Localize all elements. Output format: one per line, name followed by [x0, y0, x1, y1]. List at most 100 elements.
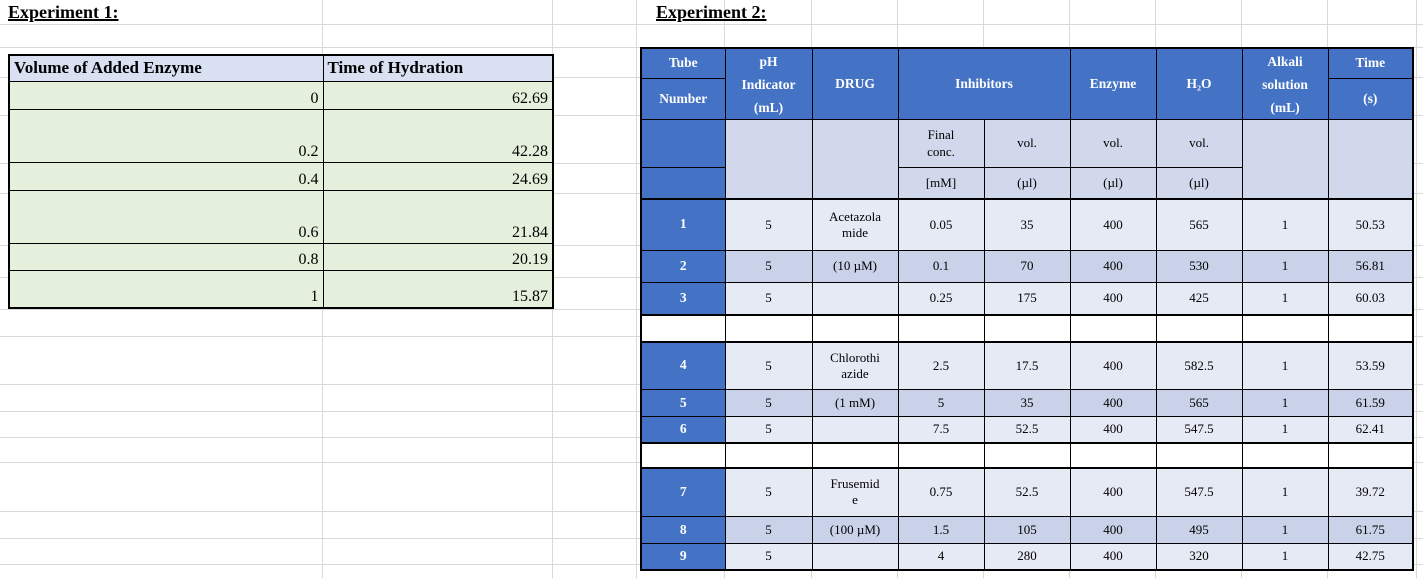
inhibitor-volume-cell[interactable]: 17.5: [983, 341, 1071, 390]
alkali-solution-cell[interactable]: 1: [1241, 516, 1329, 544]
tube-number-cell[interactable]: 6: [640, 416, 726, 443]
alkali-solution-cell[interactable]: 1: [1241, 543, 1329, 570]
empty-spacer-cell[interactable]: [1155, 313, 1243, 343]
inhibitor-volume-cell[interactable]: 52.5: [983, 416, 1071, 443]
empty-spacer-cell[interactable]: [1069, 313, 1157, 343]
empty-spacer-cell[interactable]: [1327, 313, 1414, 343]
time-cell[interactable]: 56.81: [1327, 250, 1414, 283]
subheader-final-conc[interactable]: Final conc.: [897, 119, 985, 168]
tube-column-blank-cell[interactable]: [640, 167, 726, 199]
alkali-solution-cell[interactable]: 1: [1241, 416, 1329, 443]
exp1-volume-cell[interactable]: 0.2: [8, 108, 324, 163]
exp1-time-cell[interactable]: 24.69: [322, 161, 554, 191]
inhibitor-volume-cell[interactable]: 70: [983, 250, 1071, 283]
empty-spacer-cell[interactable]: [811, 313, 899, 343]
final-conc-cell[interactable]: 4: [897, 543, 985, 570]
enzyme-volume-cell[interactable]: 400: [1069, 282, 1157, 315]
final-conc-cell[interactable]: 5: [897, 389, 985, 417]
final-conc-cell[interactable]: 1.5: [897, 516, 985, 544]
drug-cell[interactable]: (1 mM): [811, 389, 899, 417]
empty-spacer-cell[interactable]: [1241, 441, 1329, 469]
enzyme-volume-cell[interactable]: 400: [1069, 250, 1157, 283]
h2o-volume-cell[interactable]: 320: [1155, 543, 1243, 570]
ph-indicator-cell[interactable]: 5: [724, 516, 813, 544]
alkali-solution-cell[interactable]: 1: [1241, 467, 1329, 517]
enzyme-volume-cell[interactable]: 400: [1069, 543, 1157, 570]
empty-spacer-cell[interactable]: [1241, 313, 1329, 343]
exp1-time-cell[interactable]: 21.84: [322, 189, 554, 244]
h2o-volume-cell[interactable]: 547.5: [1155, 416, 1243, 443]
final-conc-cell[interactable]: 0.1: [897, 250, 985, 283]
empty-spacer-cell[interactable]: [897, 313, 985, 343]
empty-spacer-cell[interactable]: [1155, 441, 1243, 469]
exp1-header-time[interactable]: Time of Hydration: [322, 54, 554, 82]
subheader-vol-unit[interactable]: (µl): [983, 167, 1071, 199]
empty-spacer-cell[interactable]: [1069, 441, 1157, 469]
inhibitor-volume-cell[interactable]: 52.5: [983, 467, 1071, 517]
time-cell[interactable]: 61.75: [1327, 516, 1414, 544]
final-conc-cell[interactable]: 0.75: [897, 467, 985, 517]
time-cell[interactable]: 62.41: [1327, 416, 1414, 443]
enzyme-volume-cell[interactable]: 400: [1069, 197, 1157, 251]
alkali-solution-cell[interactable]: 1: [1241, 389, 1329, 417]
ph-indicator-cell[interactable]: 5: [724, 341, 813, 390]
ph-indicator-cell[interactable]: 5: [724, 389, 813, 417]
h2o-volume-cell[interactable]: 547.5: [1155, 467, 1243, 517]
time-cell[interactable]: 53.59: [1327, 341, 1414, 390]
h2o-volume-cell[interactable]: 565: [1155, 389, 1243, 417]
h2o-volume-cell[interactable]: 565: [1155, 197, 1243, 251]
inhibitor-volume-cell[interactable]: 35: [983, 389, 1071, 417]
drug-cell[interactable]: [811, 282, 899, 315]
empty-spacer-cell[interactable]: [640, 313, 726, 343]
exp1-volume-cell[interactable]: 0.4: [8, 161, 324, 191]
alkali-solution-cell[interactable]: 1: [1241, 282, 1329, 315]
alkali-solution-cell[interactable]: 1: [1241, 250, 1329, 283]
subheader-enzyme-vol[interactable]: vol.: [1069, 119, 1157, 168]
exp1-time-cell[interactable]: 15.87: [322, 269, 554, 309]
drug-cell[interactable]: Acetazola mide: [811, 197, 899, 251]
exp1-volume-cell[interactable]: 0: [8, 80, 324, 110]
enzyme-volume-cell[interactable]: 400: [1069, 341, 1157, 390]
h2o-volume-cell[interactable]: 495: [1155, 516, 1243, 544]
empty-spacer-cell[interactable]: [811, 441, 899, 469]
empty-spacer-cell[interactable]: [983, 313, 1071, 343]
subheader-blank-drug-cell[interactable]: [811, 119, 899, 199]
time-cell[interactable]: 50.53: [1327, 197, 1414, 251]
ph-indicator-cell[interactable]: 5: [724, 543, 813, 570]
subheader-blank-time-cell[interactable]: [1327, 119, 1414, 199]
time-cell[interactable]: 39.72: [1327, 467, 1414, 517]
enzyme-volume-cell[interactable]: 400: [1069, 389, 1157, 417]
empty-spacer-cell[interactable]: [640, 441, 726, 469]
exp2-header-time-unit[interactable]: (s): [1327, 78, 1414, 120]
alkali-solution-cell[interactable]: 1: [1241, 341, 1329, 390]
drug-cell[interactable]: (10 µM): [811, 250, 899, 283]
enzyme-volume-cell[interactable]: 400: [1069, 416, 1157, 443]
subheader-blank-alkali-cell[interactable]: [1241, 119, 1329, 199]
exp2-header-tube[interactable]: Tube: [640, 47, 726, 80]
final-conc-cell[interactable]: 0.25: [897, 282, 985, 315]
empty-spacer-cell[interactable]: [724, 313, 813, 343]
h2o-volume-cell[interactable]: 530: [1155, 250, 1243, 283]
inhibitor-volume-cell[interactable]: 105: [983, 516, 1071, 544]
exp1-time-cell[interactable]: 20.19: [322, 242, 554, 271]
exp1-volume-cell[interactable]: 0.6: [8, 189, 324, 244]
subheader-final-conc-unit[interactable]: [mM]: [897, 167, 985, 199]
time-cell[interactable]: 60.03: [1327, 282, 1414, 315]
exp1-volume-cell[interactable]: 0.8: [8, 242, 324, 271]
exp1-header-volume[interactable]: Volume of Added Enzyme: [8, 54, 324, 82]
ph-indicator-cell[interactable]: 5: [724, 467, 813, 517]
empty-spacer-cell[interactable]: [983, 441, 1071, 469]
empty-spacer-cell[interactable]: [897, 441, 985, 469]
exp2-header-h2o[interactable]: H₂O: [1155, 47, 1243, 120]
tube-number-cell[interactable]: 5: [640, 389, 726, 417]
exp2-header-ph-indicator[interactable]: pH Indicator (mL): [724, 47, 813, 120]
exp2-header-time[interactable]: Time: [1327, 47, 1414, 80]
tube-number-cell[interactable]: 2: [640, 250, 726, 283]
tube-column-blank-cell[interactable]: [640, 119, 726, 168]
tube-number-cell[interactable]: 4: [640, 341, 726, 390]
tube-number-cell[interactable]: 7: [640, 467, 726, 517]
tube-number-cell[interactable]: 8: [640, 516, 726, 544]
ph-indicator-cell[interactable]: 5: [724, 250, 813, 283]
exp2-header-inhibitors[interactable]: Inhibitors: [897, 47, 1071, 120]
drug-cell[interactable]: Frusemid e: [811, 467, 899, 517]
